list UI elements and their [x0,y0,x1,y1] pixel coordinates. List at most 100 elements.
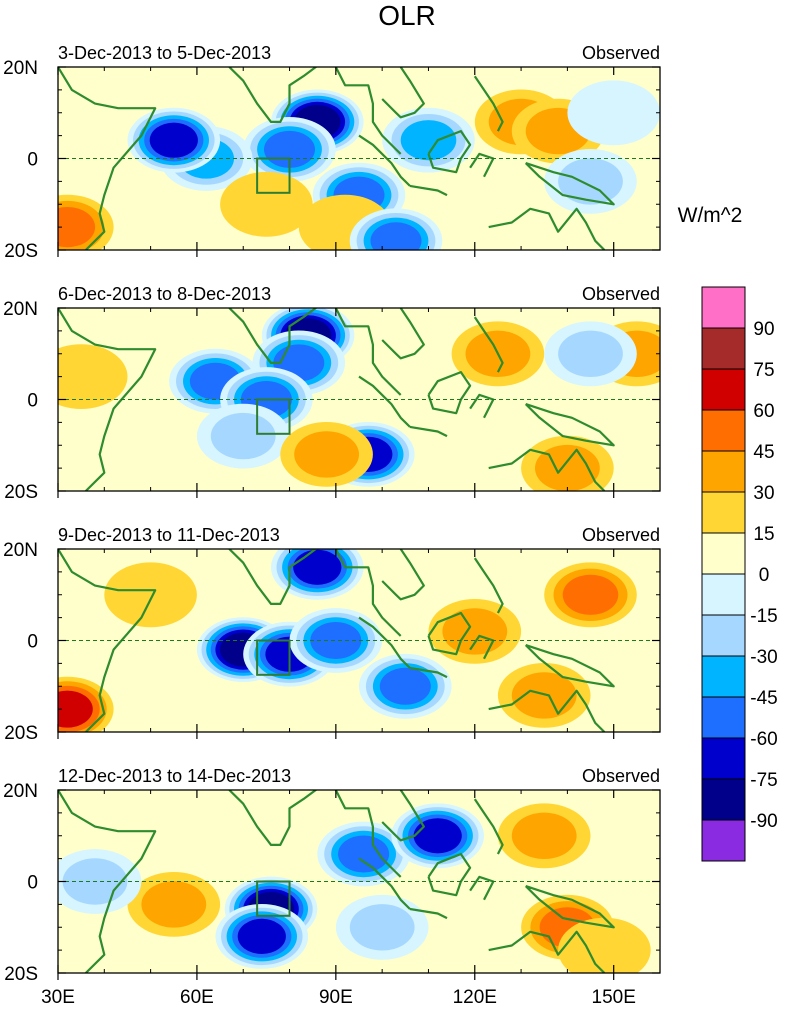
coastline [358,375,411,428]
coastline [358,616,411,669]
coastline [358,134,411,187]
colorbar-label: -30 [750,647,777,668]
panel-period: 6-Dec-2013 to 8-Dec-2013 [58,284,271,304]
colorbar-label: -60 [750,729,777,750]
anomaly-contour [237,918,286,955]
coastline [358,857,411,910]
analysis-box [256,639,291,676]
colorbar-swatch [701,696,746,739]
coastline [473,557,504,614]
colorbar-label: 45 [753,442,774,463]
coastline [409,425,448,438]
coastline [524,644,615,688]
colorbar-swatch [701,778,746,821]
coastline [409,666,448,679]
colorbar-label: -45 [750,688,777,709]
coastline [488,930,606,973]
colorbar-label: 60 [753,401,774,422]
colorbar-swatch [701,327,746,370]
coastline [228,549,318,606]
colorbar-swatch [701,614,746,657]
x-tick-label: 120E [453,987,497,1008]
olr-panel: 20N 0 20S 9-Dec-2013 to 11-Dec-2013 Observed [3,525,661,744]
x-tick-label: 90E [319,987,353,1008]
anomaly-field [58,803,651,973]
coastline [381,790,425,842]
colorbar-swatch [701,819,746,862]
coastline [228,67,318,124]
analysis-box [256,880,291,917]
coastline [427,852,472,897]
y-tick-label: 20N [3,299,38,320]
coastline [58,67,157,250]
coastline [488,207,606,250]
y-tick-label: 0 [27,150,38,171]
analysis-box [256,398,291,435]
coastline [381,308,425,360]
anomaly-contour [413,818,462,854]
coastline [58,549,157,732]
anomaly-contour [310,622,362,659]
colorbar-swatch [701,368,746,411]
anomaly-contour [349,904,415,951]
coastline [381,67,425,119]
coastline [469,875,495,901]
anomaly-contour [58,690,93,728]
anomaly-contour [293,549,342,585]
panels-layer: 20N 0 20S 3-Dec-2013 to 5-Dec-2013 Observed 2… [3,43,661,1008]
coastline [524,403,615,447]
coastline [58,308,157,491]
x-tick-label: 60E [180,987,214,1008]
coastline [381,549,425,601]
y-tick-label: 20N [3,781,38,802]
coastline [473,316,504,373]
colorbar-swatch [701,737,746,780]
anomaly-contour [567,80,660,146]
anomaly-contour [511,812,577,859]
figure-title: OLR [378,0,436,31]
coastline [524,162,615,206]
coastline [488,448,606,491]
olr-panel: 20N 0 20S 12-Dec-2013 to 14-Dec-2013 Observe… [3,766,661,985]
anomaly-contour [400,120,457,161]
y-tick-label: 20S [4,964,38,985]
anomaly-contour [558,330,623,377]
panel-period: 12-Dec-2013 to 14-Dec-2013 [58,766,291,786]
coastline [427,130,472,174]
panel-label: Observed [582,525,660,545]
panel-period: 3-Dec-2013 to 5-Dec-2013 [58,43,271,63]
anomaly-contour [558,917,651,973]
anomaly-contour [294,431,359,478]
colorbar-label: -15 [750,606,777,627]
coastline [524,885,615,929]
anomaly-contour [562,574,619,615]
anomaly-contour [58,207,96,248]
anomaly-contour [379,667,431,705]
coastline [469,393,495,419]
colorbar-swatch [701,450,746,493]
coastlines [58,549,615,732]
coastline [427,611,472,656]
y-tick-label: 20S [4,482,38,503]
coastline [469,152,495,178]
coastline [473,798,504,855]
colorbar-label: -75 [750,770,777,791]
coastline [228,308,318,364]
anomaly-contour [210,412,276,460]
colorbar-swatch [701,573,746,616]
y-tick-label: 20N [3,58,38,79]
anomaly-field [58,308,660,491]
coastline [409,184,448,197]
colorbar-label: 0 [759,565,770,586]
y-tick-label: 0 [27,632,38,653]
anomaly-contour [104,562,197,628]
y-tick-label: 20S [4,723,38,744]
coastline [409,907,448,920]
olr-panel: 20N 0 20S 6-Dec-2013 to 8-Dec-2013 Observed [3,284,661,503]
x-tick-label: 150E [592,987,636,1008]
coastline [228,790,318,847]
panel-label: Observed [582,766,660,786]
colorbar-label: 30 [753,483,774,504]
coastline [334,67,402,155]
